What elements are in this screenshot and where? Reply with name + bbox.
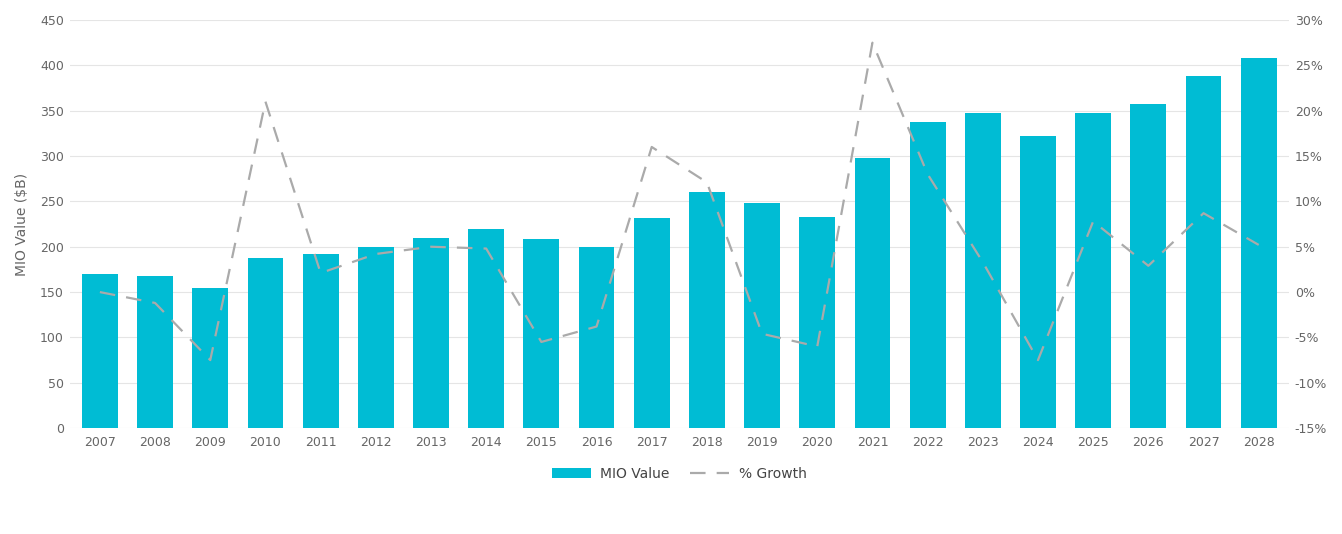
Bar bbox=[192, 287, 228, 428]
Bar bbox=[1185, 76, 1221, 428]
Bar bbox=[137, 276, 173, 428]
Bar bbox=[413, 238, 450, 428]
Bar bbox=[1130, 104, 1166, 428]
Bar bbox=[1075, 113, 1111, 428]
Bar bbox=[303, 254, 338, 428]
Bar bbox=[523, 239, 560, 428]
Bar bbox=[358, 247, 393, 428]
Bar bbox=[247, 257, 283, 428]
Bar bbox=[800, 217, 835, 428]
Bar bbox=[855, 158, 890, 428]
Y-axis label: MIO Value ($B): MIO Value ($B) bbox=[15, 172, 30, 276]
Bar bbox=[965, 113, 1001, 428]
Bar bbox=[1241, 58, 1276, 428]
Bar bbox=[745, 203, 780, 428]
Bar bbox=[468, 229, 505, 428]
Bar bbox=[688, 192, 725, 428]
Legend: MIO Value, % Growth: MIO Value, % Growth bbox=[546, 461, 812, 486]
Bar bbox=[82, 274, 118, 428]
Bar bbox=[1020, 136, 1056, 428]
Bar bbox=[578, 247, 615, 428]
Bar bbox=[633, 218, 670, 428]
Bar bbox=[910, 122, 946, 428]
